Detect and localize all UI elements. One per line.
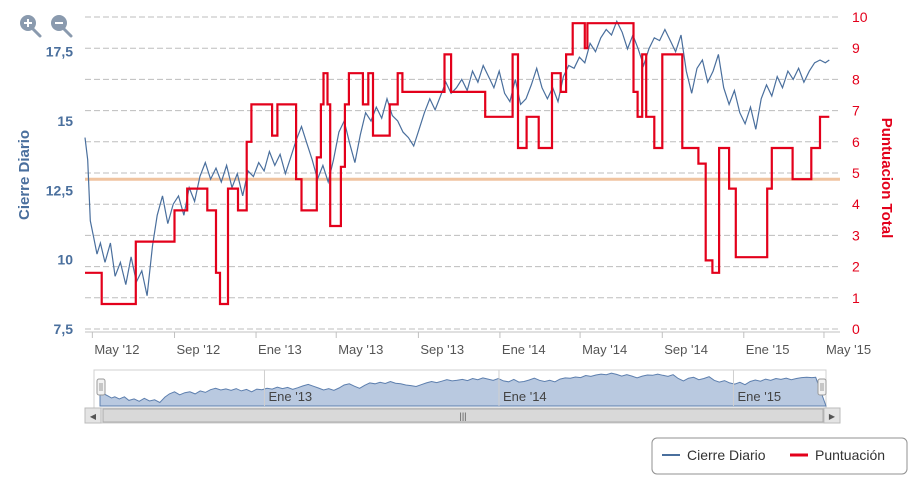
legend-score-label: Puntuación bbox=[815, 447, 885, 463]
series-line-cierre-diario bbox=[84, 19, 830, 296]
legend: Cierre Diario Puntuación bbox=[651, 437, 908, 475]
y-right-tick-label: 7 bbox=[852, 103, 860, 119]
y-right-tick-label: 4 bbox=[852, 196, 860, 212]
scrollbar[interactable]: ◀ ||| ▶ bbox=[84, 407, 841, 424]
x-tick-label: May '14 bbox=[582, 342, 627, 357]
y-left-tick-label: 15 bbox=[57, 113, 73, 129]
navigator-label: Ene '14 bbox=[503, 389, 547, 404]
y-right-tick-label: 8 bbox=[852, 71, 860, 87]
y-axis-left-title: Cierre Diario bbox=[16, 130, 33, 220]
navigator-labels: Ene '13 Ene '14 Ene '15 bbox=[263, 370, 781, 406]
y-right-tick-label: 3 bbox=[852, 227, 860, 243]
y-right-tick-label: 2 bbox=[852, 259, 860, 275]
navigator[interactable]: Ene '13 Ene '14 Ene '15 bbox=[93, 369, 827, 409]
legend-box bbox=[651, 437, 908, 475]
x-tick-label: Ene '13 bbox=[258, 342, 302, 357]
x-tick-label: May '12 bbox=[94, 342, 139, 357]
y-right-tick-label: 10 bbox=[852, 9, 868, 25]
scrollbar-left-button[interactable] bbox=[84, 407, 102, 424]
navigator-handle-left[interactable] bbox=[96, 378, 106, 396]
x-tick-label: May '15 bbox=[826, 342, 871, 357]
x-tick-label: Ene '15 bbox=[746, 342, 790, 357]
x-tick-label: Ene '14 bbox=[502, 342, 546, 357]
x-tick-label: Sep '13 bbox=[420, 342, 464, 357]
y-axis-right-title: Puntuacion Total bbox=[878, 118, 895, 239]
series-layer bbox=[84, 19, 830, 306]
legend-item-score[interactable]: Puntuación bbox=[790, 447, 885, 463]
navigator-label: Ene '13 bbox=[268, 389, 312, 404]
y-right-tick-label: 9 bbox=[852, 40, 860, 56]
navigator-area bbox=[99, 372, 827, 407]
scrollbar-right-button[interactable] bbox=[823, 407, 841, 424]
y-right-tick-label: 5 bbox=[852, 165, 860, 181]
y-left-tick-label: 7,5 bbox=[54, 321, 74, 337]
x-tick-label: Sep '12 bbox=[177, 342, 221, 357]
scrollbar-right-arrow: ▶ bbox=[829, 412, 836, 421]
x-tick-label: May '13 bbox=[338, 342, 383, 357]
legend-item-price[interactable]: Cierre Diario bbox=[662, 447, 766, 463]
y-right-tick-label: 6 bbox=[852, 134, 860, 150]
y-left-tick-label: 10 bbox=[57, 252, 73, 268]
navigator-label: Ene '15 bbox=[737, 389, 781, 404]
zoom-out-button[interactable] bbox=[51, 15, 73, 38]
scrollbar-left-arrow: ◀ bbox=[90, 412, 97, 421]
scrollbar-thumb[interactable] bbox=[102, 408, 824, 423]
y-right-tick-label: 1 bbox=[852, 290, 860, 306]
scrollbar-grip: ||| bbox=[459, 411, 466, 421]
y-left-tick-label: 12,5 bbox=[46, 182, 73, 198]
grid-lines bbox=[85, 16, 840, 330]
x-tick-label: Sep '14 bbox=[664, 342, 708, 357]
navigator-handle-right[interactable] bbox=[817, 378, 827, 396]
axes: 0 1 2 3 4 5 6 7 8 9 10 7,5 10 12,5 15 17,5 May '12 Sep '1… bbox=[46, 9, 871, 357]
series-line-puntuacion bbox=[85, 22, 830, 306]
navigator-series bbox=[99, 372, 827, 407]
legend-price-label: Cierre Diario bbox=[687, 447, 766, 463]
zoom-in-button[interactable] bbox=[20, 15, 42, 38]
y-right-tick-label: 0 bbox=[852, 321, 860, 337]
y-left-tick-label: 17,5 bbox=[46, 44, 73, 60]
